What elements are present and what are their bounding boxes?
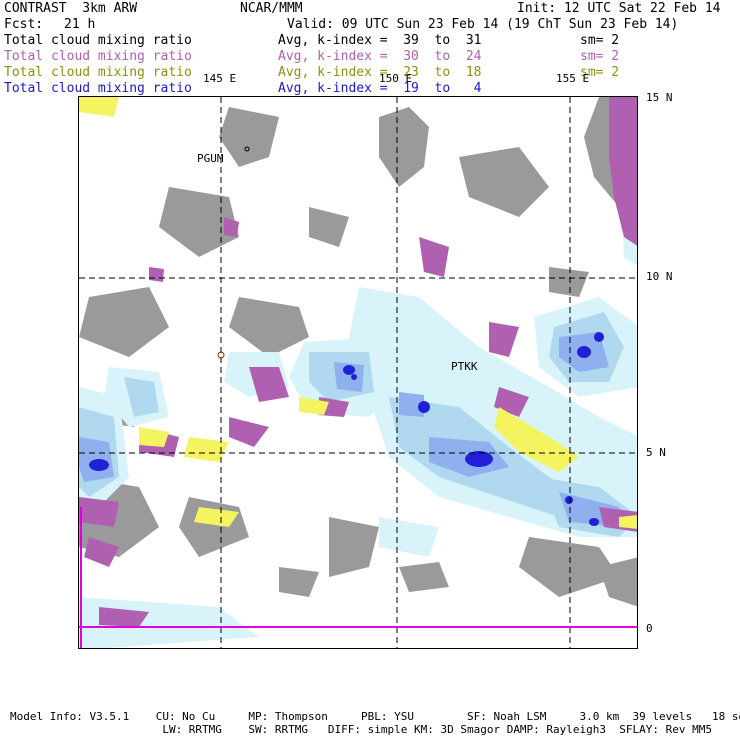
lon-label-145: 145 E bbox=[203, 72, 237, 85]
model-title: CONTRAST 3km ARW bbox=[4, 1, 138, 16]
legend-smoothing: sm= 2 bbox=[580, 33, 620, 48]
model-info-line2: LW: RRTMG SW: RRTMG DIFF: simple KM: 3D … bbox=[10, 723, 712, 736]
legend-range: Avg, k-index = 19 to 4 bbox=[278, 81, 482, 96]
init-time: Init: 12 UTC Sat 22 Feb 14 bbox=[517, 1, 721, 16]
center-title: NCAR/MMM bbox=[240, 1, 303, 16]
lat-label-10n: 10 N bbox=[646, 270, 673, 283]
legend-smoothing: sm= 2 bbox=[580, 65, 620, 80]
lon-label-155: 155 E bbox=[556, 72, 590, 85]
legend-smoothing: sm= 2 bbox=[580, 49, 620, 64]
station-ptkk: PTKK bbox=[451, 360, 478, 373]
legend-range: Avg, k-index = 30 to 24 bbox=[278, 49, 482, 64]
yellow-cloud-layer bbox=[79, 97, 637, 529]
legend-range: Avg, k-index = 23 to 18 bbox=[278, 65, 482, 80]
dark-blue-cloud-core bbox=[89, 332, 604, 526]
lat-lon-grid bbox=[79, 97, 637, 648]
station-marker bbox=[244, 146, 250, 152]
legend-label: Total cloud mixing ratio bbox=[4, 49, 192, 64]
station-pgum: PGUM bbox=[197, 152, 224, 165]
lat-label-15n: 15 N bbox=[646, 91, 673, 104]
forecast-hour: 21 h bbox=[64, 17, 96, 32]
domain-boundary bbox=[79, 507, 637, 648]
cloud-field-map bbox=[79, 97, 637, 648]
forecast-label: Fcst: bbox=[4, 17, 44, 32]
station-marker bbox=[217, 351, 225, 359]
legend-label: Total cloud mixing ratio bbox=[4, 33, 192, 48]
legend-range: Avg, k-index = 39 to 31 bbox=[278, 33, 482, 48]
legend-label: Total cloud mixing ratio bbox=[4, 65, 192, 80]
legend-label: Total cloud mixing ratio bbox=[4, 81, 192, 96]
lon-label-150: 150 E bbox=[379, 72, 413, 85]
lat-label-5n: 5 N bbox=[646, 446, 666, 459]
lat-label-equator: 0 bbox=[646, 622, 653, 635]
valid-time: Valid: 09 UTC Sun 23 Feb 14 (19 ChT Sun … bbox=[287, 17, 679, 32]
model-info-line1: Model Info: V3.5.1 CU: No Cu MP: Thompso… bbox=[10, 710, 740, 723]
map-panel: PGUM PTKK bbox=[78, 96, 638, 649]
